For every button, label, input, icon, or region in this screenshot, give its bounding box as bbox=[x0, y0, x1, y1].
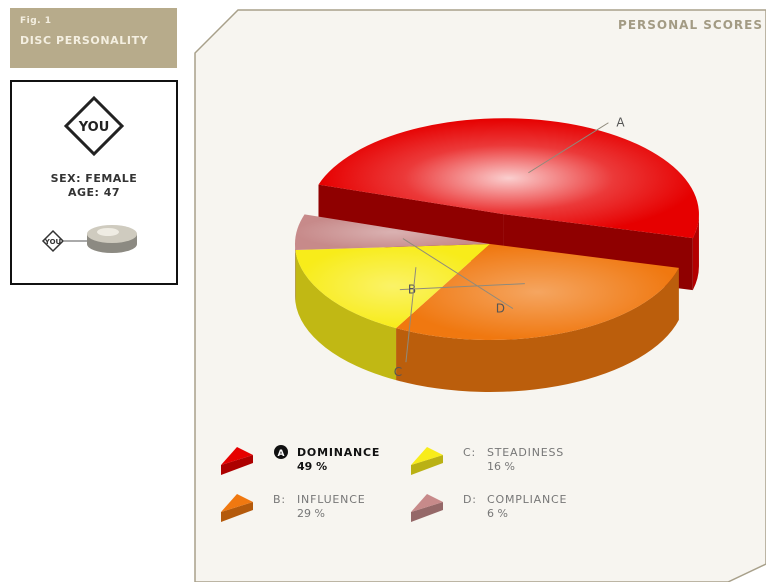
legend-name-C: STEADINESS bbox=[487, 446, 564, 459]
legend-value-A: 49 % bbox=[297, 460, 327, 473]
profile-info: SEX: FEMALE AGE: 47 bbox=[12, 172, 176, 200]
figure-title: DISC PERSONALITY bbox=[20, 34, 167, 47]
legend-key-C: C: bbox=[463, 446, 476, 459]
legend-key-A: A bbox=[278, 449, 285, 459]
you-badge-label: YOU bbox=[78, 120, 110, 135]
legend-name-D: COMPLIANCE bbox=[487, 493, 567, 506]
callout-label-D: D bbox=[496, 302, 505, 316]
profile-age: AGE: 47 bbox=[12, 186, 176, 200]
profile-sex: SEX: FEMALE bbox=[12, 172, 176, 186]
callout-label-C: C bbox=[394, 365, 402, 379]
legend-key-D: D: bbox=[463, 493, 477, 506]
you-badge-icon: YOU bbox=[66, 98, 122, 154]
callout-label-A: A bbox=[616, 116, 625, 130]
mini-badge-label: YOU bbox=[44, 238, 62, 246]
legend-key-B: B: bbox=[273, 493, 286, 506]
legend-name-B: INFLUENCE bbox=[297, 493, 365, 506]
mini-pie-icon: YOU bbox=[43, 225, 137, 253]
legend-value-B: 29 % bbox=[297, 507, 325, 520]
legend-name-A: DOMINANCE bbox=[297, 446, 380, 459]
legend-value-C: 16 % bbox=[487, 460, 515, 473]
figure-number: Fig. 1 bbox=[20, 16, 167, 26]
callout-label-B: B bbox=[408, 283, 416, 297]
panel-title: PERSONAL SCORES bbox=[618, 18, 763, 32]
profile-card: YOU YOU SEX: FEMALE AGE: 47 bbox=[10, 80, 178, 285]
legend-value-D: 6 % bbox=[487, 507, 508, 520]
figure-tab: Fig. 1 DISC PERSONALITY bbox=[10, 8, 177, 68]
pie-slices bbox=[295, 118, 699, 392]
